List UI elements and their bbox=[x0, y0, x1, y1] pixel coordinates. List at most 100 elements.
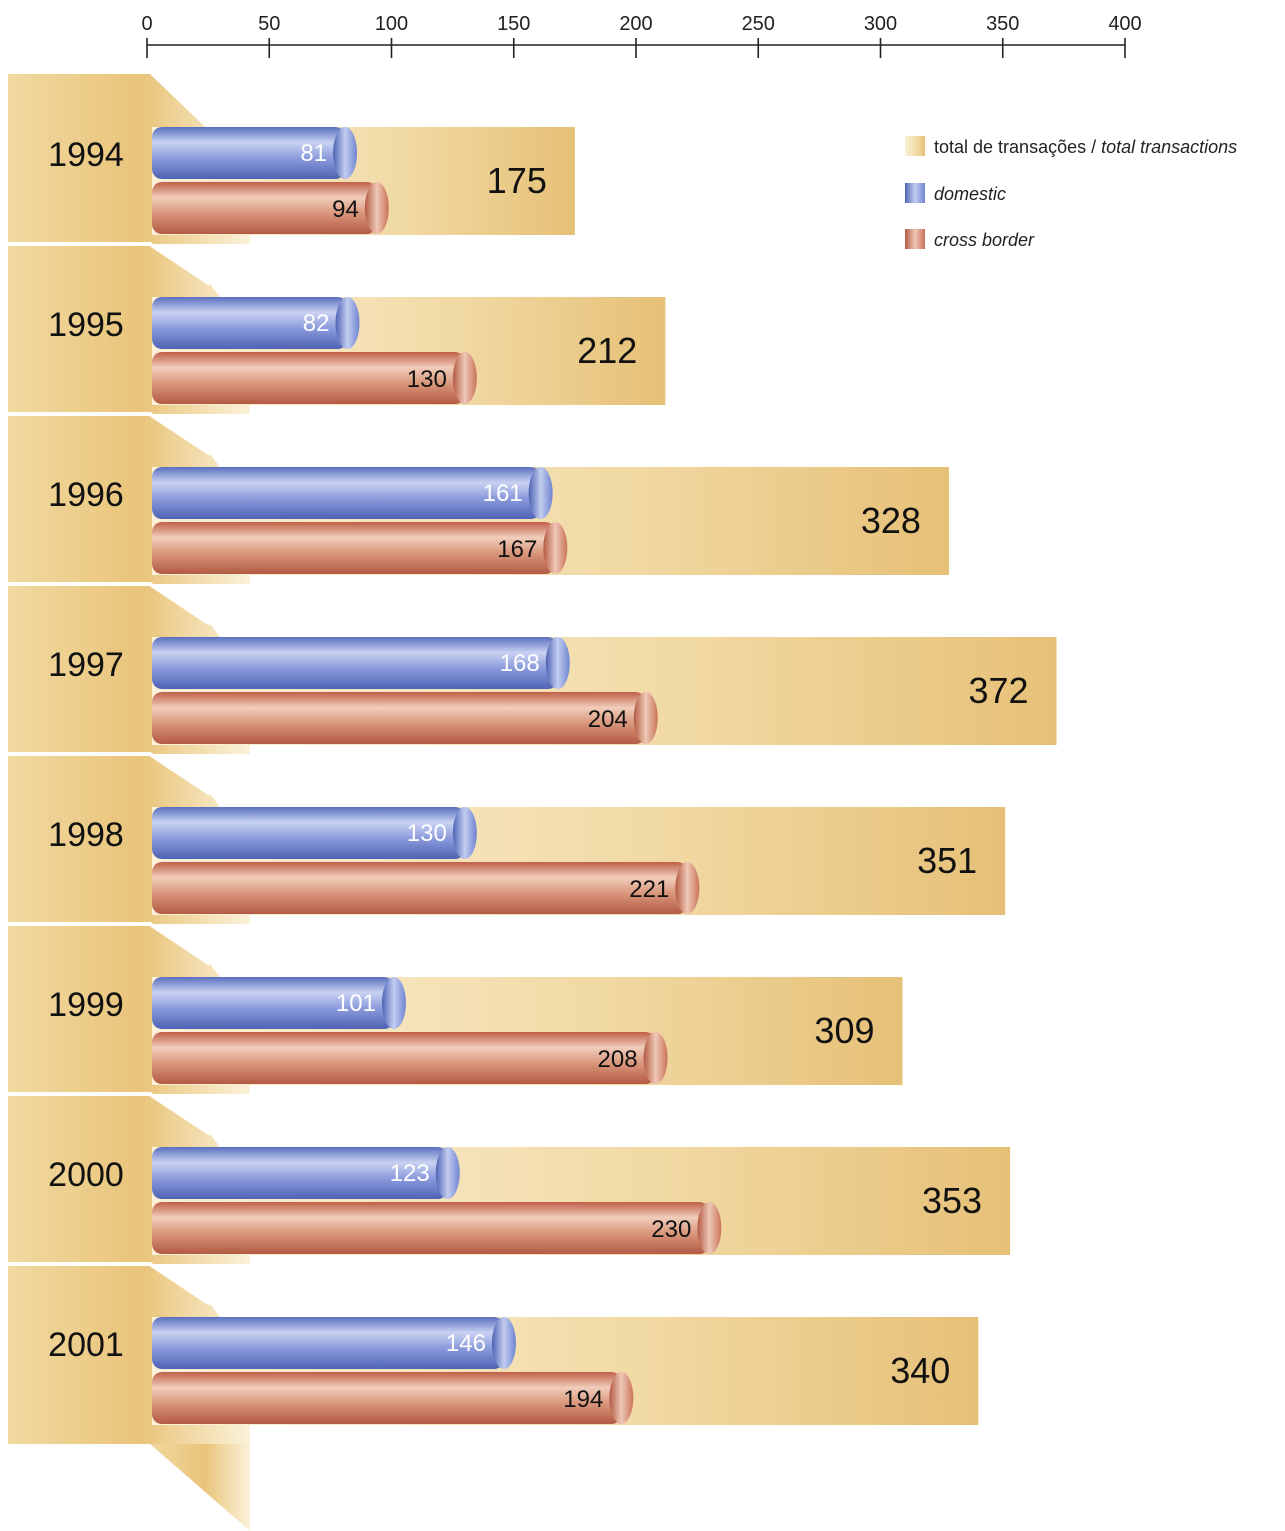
year-label: 1997 bbox=[48, 646, 124, 684]
year-label: 1995 bbox=[48, 306, 124, 344]
domestic-bar bbox=[152, 807, 465, 859]
domestic-label: 82 bbox=[303, 310, 330, 337]
cross-border-label: 194 bbox=[563, 1386, 603, 1413]
year-row: 1995 212 82 130 bbox=[48, 297, 666, 405]
cross-border-bar-cap bbox=[633, 692, 658, 744]
total-label: 340 bbox=[890, 1350, 950, 1391]
legend-label-total: total de transações / total transactions bbox=[934, 137, 1237, 157]
cross-border-label: 204 bbox=[588, 706, 628, 733]
cross-border-bar bbox=[152, 1372, 622, 1424]
year-separator bbox=[8, 752, 212, 796]
year-row: 1996 328 161 167 bbox=[48, 467, 949, 575]
cross-border-bar bbox=[152, 522, 556, 574]
cross-border-bar bbox=[152, 182, 377, 234]
year-panel bbox=[8, 74, 250, 1531]
domestic-label: 123 bbox=[390, 1160, 430, 1187]
total-label: 328 bbox=[861, 500, 921, 541]
legend-swatch-cross-border bbox=[905, 229, 925, 249]
domestic-label: 146 bbox=[446, 1330, 486, 1357]
total-label: 372 bbox=[968, 670, 1028, 711]
domestic-bar-cap bbox=[335, 297, 360, 349]
legend-swatch-total bbox=[905, 136, 925, 156]
total-label: 212 bbox=[577, 330, 637, 371]
year-panel-tail bbox=[150, 1444, 250, 1531]
legend-swatch-domestic bbox=[905, 183, 925, 203]
domestic-bar-cap bbox=[491, 1317, 516, 1369]
domestic-bar bbox=[152, 467, 541, 519]
year-label: 1996 bbox=[48, 476, 124, 514]
domestic-bar-cap bbox=[452, 807, 477, 859]
cross-border-bar-cap bbox=[543, 522, 568, 574]
x-tick-label: 150 bbox=[497, 13, 530, 35]
domestic-bar bbox=[152, 297, 348, 349]
domestic-label: 130 bbox=[407, 820, 447, 847]
year-row: 1999 309 101 208 bbox=[48, 977, 903, 1085]
cross-border-label: 208 bbox=[598, 1046, 638, 1073]
domestic-bar-cap bbox=[528, 467, 553, 519]
x-tick-label: 100 bbox=[375, 13, 408, 35]
x-tick-label: 0 bbox=[141, 13, 152, 35]
year-label: 2001 bbox=[48, 1326, 124, 1364]
x-tick-label: 50 bbox=[258, 13, 280, 35]
x-tick-label: 400 bbox=[1108, 13, 1141, 35]
cross-border-bar bbox=[152, 862, 688, 914]
domestic-bar bbox=[152, 127, 346, 179]
year-panel-notch bbox=[150, 1264, 250, 1356]
x-tick-label: 300 bbox=[864, 13, 897, 35]
cross-border-bar-cap bbox=[643, 1032, 668, 1084]
domestic-label: 81 bbox=[300, 140, 327, 167]
domestic-bar bbox=[152, 1147, 448, 1199]
x-axis: 0 50 100 150 200 250 300 350 400 bbox=[141, 13, 1142, 58]
legend-label-cross-border: cross border bbox=[934, 230, 1035, 250]
total-label: 351 bbox=[917, 840, 977, 881]
domestic-bar-cap bbox=[435, 1147, 460, 1199]
domestic-label: 168 bbox=[500, 650, 540, 677]
total-label: 309 bbox=[814, 1010, 874, 1051]
year-panel-notch bbox=[150, 584, 250, 676]
x-tick-label: 200 bbox=[619, 13, 652, 35]
cross-border-bar-cap bbox=[364, 182, 389, 234]
domestic-bar-cap bbox=[545, 637, 570, 689]
year-row: 1994 175 81 94 bbox=[48, 127, 575, 235]
year-row: 1998 351 130 221 bbox=[48, 807, 1006, 915]
legend-label-total-suffix: total transactions bbox=[1101, 137, 1237, 157]
x-tick-label: 350 bbox=[986, 13, 1019, 35]
cross-border-bar bbox=[152, 692, 646, 744]
domestic-label: 161 bbox=[483, 480, 523, 507]
year-panel-notch bbox=[150, 414, 250, 506]
year-panel-notch bbox=[150, 924, 250, 1016]
cross-border-label: 94 bbox=[332, 196, 359, 223]
domestic-label: 101 bbox=[336, 990, 376, 1017]
legend-label-total-prefix: total de transações / bbox=[934, 137, 1101, 157]
cross-border-bar-cap bbox=[697, 1202, 722, 1254]
year-label: 1994 bbox=[48, 136, 124, 174]
year-panel-notch bbox=[150, 1094, 250, 1186]
total-label: 175 bbox=[487, 160, 547, 201]
bar-rows: 1994 175 81 94 1995 212 82 130 1996 328 161 167 1997… bbox=[48, 127, 1057, 1425]
year-separator bbox=[8, 582, 212, 626]
legend: total de transações / total transactions… bbox=[905, 136, 1237, 250]
year-row: 1997 372 168 204 bbox=[48, 637, 1057, 745]
year-panel-notch bbox=[150, 244, 250, 336]
cross-border-bar-cap bbox=[609, 1372, 634, 1424]
year-row: 2001 340 146 194 bbox=[48, 1317, 979, 1425]
domestic-bar bbox=[152, 977, 394, 1029]
cross-border-bar bbox=[152, 352, 465, 404]
x-tick-label: 250 bbox=[742, 13, 775, 35]
cross-border-bar bbox=[152, 1032, 656, 1084]
cross-border-label: 221 bbox=[629, 876, 669, 903]
year-label: 1998 bbox=[48, 816, 124, 854]
cross-border-bar-cap bbox=[452, 352, 477, 404]
cross-border-label: 130 bbox=[407, 366, 447, 393]
year-panel-notch bbox=[150, 754, 250, 846]
year-separator bbox=[8, 1262, 212, 1306]
year-row: 2000 353 123 230 bbox=[48, 1147, 1011, 1255]
year-separator bbox=[8, 1092, 212, 1136]
year-label: 2000 bbox=[48, 1156, 124, 1194]
domestic-bar bbox=[152, 1317, 504, 1369]
year-separator bbox=[8, 412, 212, 456]
cross-border-bar-cap bbox=[675, 862, 700, 914]
domestic-bar-cap bbox=[333, 127, 358, 179]
year-separator bbox=[8, 242, 212, 286]
